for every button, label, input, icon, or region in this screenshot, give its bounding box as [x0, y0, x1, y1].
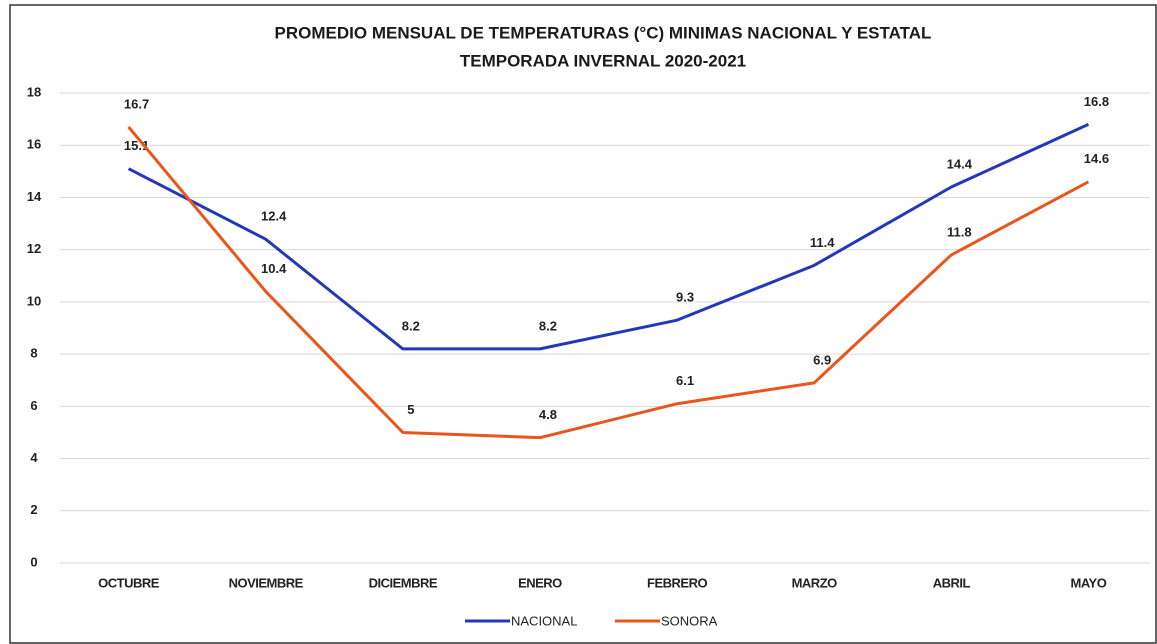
- y-tick-label: 8: [30, 346, 37, 361]
- chart-subtitle: TEMPORADA INVERNAL 2020-2021: [460, 51, 746, 70]
- x-tick-label: ENERO: [518, 575, 562, 590]
- data-label: 8.2: [402, 318, 420, 333]
- x-tick-label: MARZO: [792, 575, 838, 590]
- y-tick-label: 10: [27, 293, 41, 308]
- data-label: 8.2: [539, 318, 557, 333]
- chart-frame: [9, 4, 1157, 644]
- x-tick-label: ABRIL: [933, 575, 971, 590]
- y-tick-label: 4: [30, 450, 38, 465]
- y-tick-label: 6: [30, 398, 37, 413]
- y-tick-label: 14: [27, 189, 42, 204]
- y-tick-label: 16: [27, 137, 41, 152]
- y-tick-label: 12: [27, 241, 41, 256]
- data-label: 5: [407, 402, 414, 417]
- y-tick-label: 2: [30, 502, 37, 517]
- data-label: 6.1: [676, 373, 694, 388]
- series-line: [127, 125, 1090, 440]
- data-label: 11.8: [947, 224, 972, 239]
- data-label: 9.3: [676, 290, 694, 305]
- y-tick-label: 18: [27, 84, 41, 99]
- x-tick-label: FEBRERO: [647, 575, 707, 590]
- data-label: 14.4: [947, 156, 973, 171]
- x-tick-label: DICIEMBRE: [369, 575, 438, 590]
- data-label: 11.4: [810, 235, 835, 250]
- series-line: [127, 122, 1090, 351]
- legend-label: NACIONAL: [511, 613, 577, 628]
- legend-label: SONORA: [661, 613, 718, 628]
- data-label: 14.6: [1084, 151, 1109, 166]
- data-label: 6.9: [813, 352, 831, 367]
- data-label: 16.8: [1084, 94, 1109, 109]
- data-label: 4.8: [539, 407, 557, 422]
- x-tick-label: OCTUBRE: [98, 575, 160, 590]
- y-tick-label: 0: [30, 554, 37, 569]
- x-tick-label: MAYO: [1071, 575, 1107, 590]
- data-label: 12.4: [261, 209, 287, 224]
- data-label: 10.4: [261, 261, 287, 276]
- x-tick-label: NOVIEMBRE: [229, 575, 304, 590]
- data-label: 16.7: [124, 96, 149, 111]
- chart-title: PROMEDIO MENSUAL DE TEMPERATURAS (°C) MI…: [275, 23, 932, 42]
